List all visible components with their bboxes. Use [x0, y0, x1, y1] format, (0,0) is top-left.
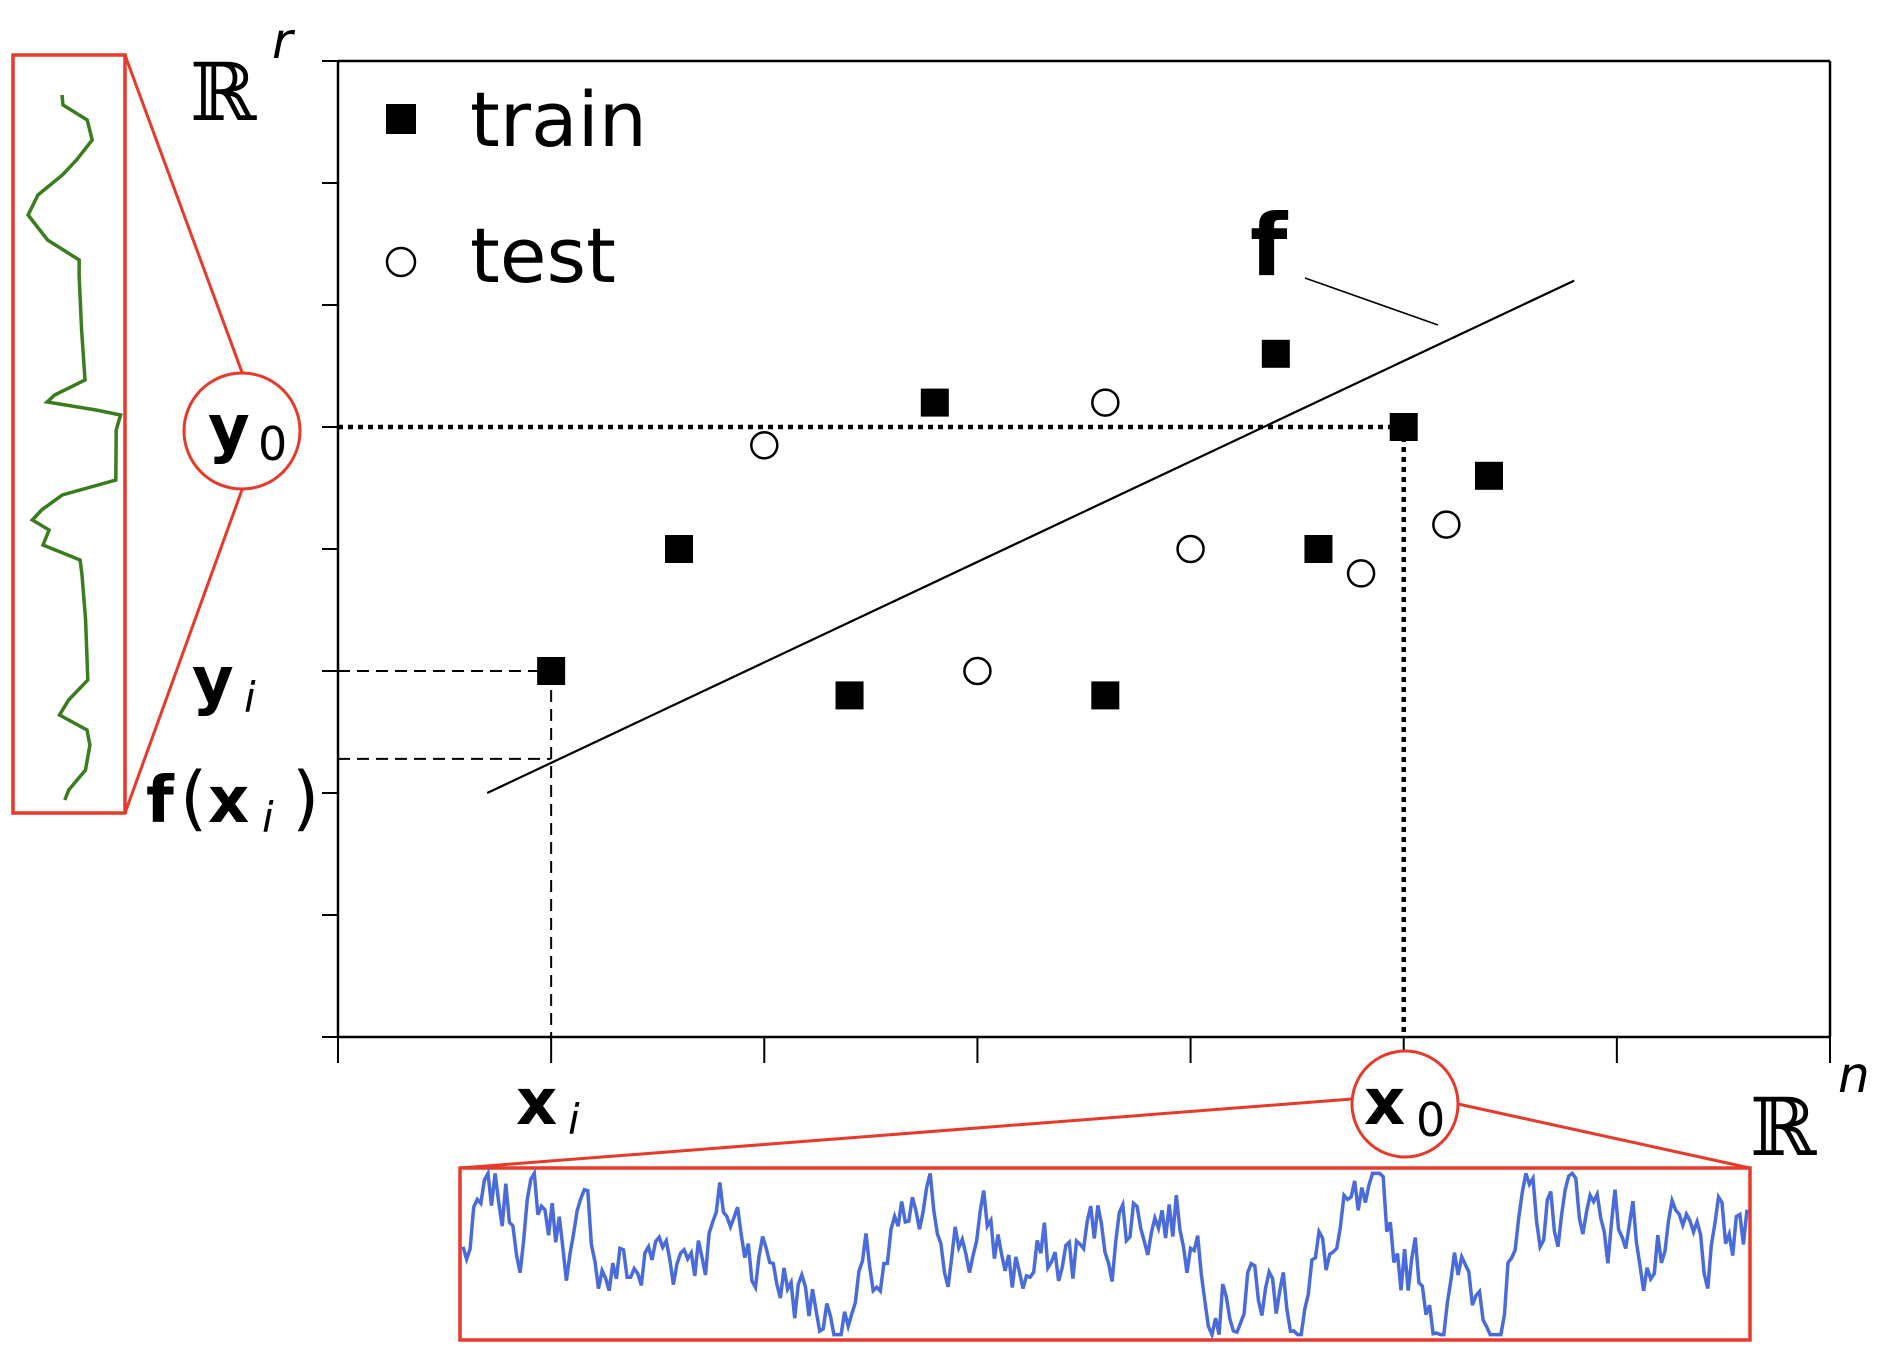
xi-main: x [516, 1066, 557, 1140]
guide-lines [338, 424, 1406, 1037]
fxi-close-paren: ) [292, 757, 319, 839]
test-point [963, 656, 992, 686]
y-space-symbol: ℝ [190, 46, 258, 139]
fxi-x: x [208, 764, 249, 838]
y0-subscript: 0 [258, 417, 287, 471]
x0-signal-trace [461, 1168, 1749, 1340]
train-point [1474, 461, 1503, 490]
f-label: f [1250, 196, 1289, 296]
legend-train-label: train [470, 75, 647, 164]
y-space-label: ℝ r [190, 12, 296, 139]
train-point [1261, 339, 1290, 368]
x0-subscript: 0 [1416, 1093, 1445, 1147]
yi-subscript: i [244, 673, 256, 722]
test-point [750, 431, 779, 460]
test-point [1176, 534, 1205, 564]
x-axis-ticks [337, 1037, 1831, 1063]
data-markers [537, 339, 1503, 710]
yi-main: y [192, 644, 234, 718]
legend-test-marker [385, 246, 417, 278]
y0-main: y [208, 392, 250, 466]
train-point [920, 388, 949, 417]
y-space-exponent: r [272, 12, 296, 70]
x0-main: x [1364, 1066, 1405, 1140]
xi-subscript: i [568, 1095, 580, 1144]
y0-highlight-circle [182, 371, 302, 491]
train-point [665, 535, 694, 563]
legend-test-label: test [470, 211, 616, 300]
y-axis-ticks [322, 60, 338, 1038]
train-point [835, 681, 864, 710]
x0-zoom-callout: x 0 [458, 1049, 1752, 1342]
test-point [1346, 559, 1376, 588]
yi-label: y i [192, 644, 256, 722]
f-label-pointer [1304, 277, 1439, 326]
x0-highlight-circle [1350, 1049, 1460, 1159]
x-space-label: ℝ n [1750, 1046, 1870, 1174]
test-point [1091, 388, 1120, 417]
fxi-label: f ( x i ) [146, 757, 319, 842]
train-point [1304, 535, 1333, 563]
plot-frame [336, 59, 1832, 1039]
xi-label: x i [516, 1066, 580, 1144]
y0-signal-trace [26, 94, 123, 801]
regression-line-f [486, 279, 1575, 794]
legend-train-marker [386, 104, 416, 134]
y0-zoom-callout: y 0 [11, 53, 302, 815]
test-point [1432, 510, 1461, 539]
fxi-f: f [146, 764, 175, 838]
fxi-open-paren: ( [180, 757, 207, 839]
train-point [1091, 681, 1120, 710]
fxi-subscript: i [262, 793, 274, 842]
legend: train test [385, 75, 647, 300]
x-space-symbol: ℝ [1750, 1081, 1818, 1174]
x-space-exponent: n [1838, 1046, 1870, 1104]
train-point [1389, 413, 1418, 441]
train-point [537, 657, 566, 685]
y0-signal-box [11, 53, 127, 815]
